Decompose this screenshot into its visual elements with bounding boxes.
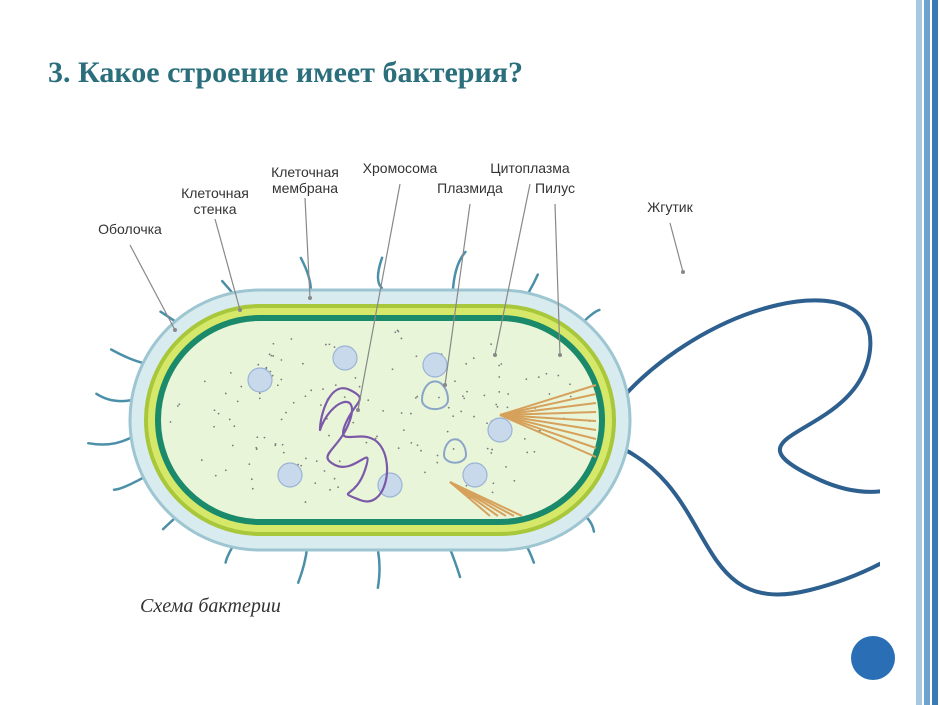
- decor-bar-3: [932, 0, 938, 705]
- decor-bar-2: [924, 0, 930, 705]
- label-wall: Клеточнаястенка: [181, 185, 249, 217]
- label-capsule: Оболочка: [98, 221, 162, 237]
- label-cytoplasm: Цитоплазма: [490, 160, 569, 176]
- page-title: 3. Какое строение имеет бактерия?: [48, 56, 523, 90]
- page: 3. Какое строение имеет бактерия? Оболоч…: [0, 0, 940, 705]
- label-pilus: Пилус: [535, 180, 575, 196]
- label-flagellum: Жгутик: [647, 199, 692, 215]
- corner-dot-icon: [851, 636, 895, 680]
- label-membrane: Клеточнаямембрана: [271, 164, 339, 196]
- label-chromosome: Хромосома: [363, 160, 438, 176]
- diagram-caption: Схема бактерии: [140, 595, 281, 618]
- label-plasmid: Плазмида: [437, 180, 503, 196]
- bacteria-diagram: Оболочка Клеточнаястенка Клеточнаямембра…: [60, 120, 880, 660]
- decor-bar-1: [916, 0, 922, 705]
- right-decor-bars: [912, 0, 940, 705]
